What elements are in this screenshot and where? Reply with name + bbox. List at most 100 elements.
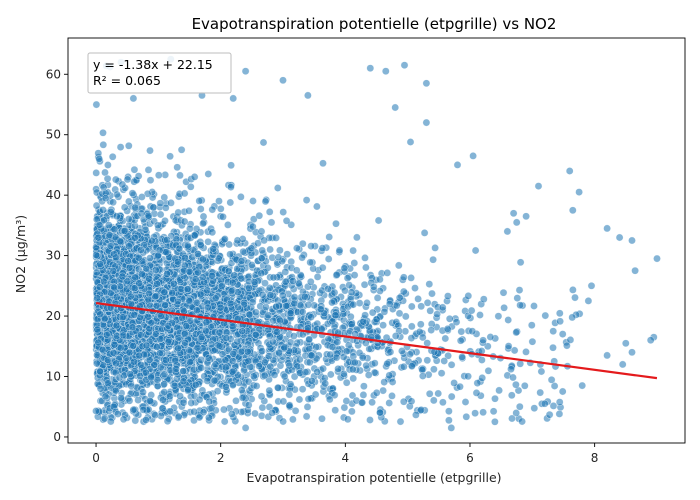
scatter-point [179, 367, 188, 375]
scatter-point [326, 350, 335, 359]
scatter-point [190, 231, 199, 240]
scatter-point [280, 343, 289, 352]
scatter-point [137, 360, 145, 369]
scatter-point [197, 333, 206, 342]
scatter-point [503, 227, 512, 236]
scatter-point [290, 372, 299, 381]
y-tick-label: 30 [46, 249, 61, 263]
scatter-point [298, 239, 307, 248]
scatter-point [131, 416, 140, 425]
scatter-point [250, 278, 259, 286]
scatter-point [312, 343, 320, 351]
scatter-point [161, 216, 169, 225]
scatter-point [95, 221, 104, 229]
scatter-point [109, 198, 117, 207]
scatter-point [618, 360, 627, 369]
scatter-point [129, 342, 138, 350]
scatter-point [363, 299, 371, 307]
scatter-point [112, 212, 121, 221]
scatter-point [285, 361, 294, 370]
scatter-point [332, 270, 341, 279]
scatter-point [193, 306, 201, 315]
scatter-point [213, 387, 222, 395]
scatter-point [291, 406, 300, 415]
scatter-point [208, 228, 217, 237]
scatter-point [197, 363, 206, 372]
scatter-point [257, 227, 266, 236]
scatter-point [197, 356, 205, 364]
scatter-point [205, 397, 214, 406]
scatter-point [418, 372, 427, 380]
scatter-point [210, 376, 219, 385]
scatter-point [558, 387, 567, 396]
scatter-point [154, 251, 162, 260]
y-tick-label: 40 [46, 188, 61, 202]
scatter-point [569, 286, 577, 294]
scatter-point [114, 410, 122, 418]
scatter-point [123, 277, 132, 285]
scatter-point [126, 292, 135, 301]
scatter-point [512, 380, 520, 389]
scatter-point [145, 274, 153, 283]
scatter-point [138, 270, 146, 278]
scatter-point [530, 404, 539, 413]
scatter-point [144, 166, 153, 174]
scatter-point [172, 365, 181, 373]
scatter-point [280, 372, 289, 381]
scatter-point [98, 345, 107, 354]
scatter-point [99, 183, 108, 192]
scatter-point [428, 289, 436, 298]
scatter-point [93, 325, 102, 334]
scatter-point [163, 236, 171, 244]
scatter-point [166, 152, 174, 161]
scatter-point [252, 330, 260, 339]
scatter-point [138, 193, 146, 201]
scatter-point [244, 357, 253, 365]
scatter-point [237, 386, 246, 394]
scatter-point [192, 298, 201, 307]
scatter-point [328, 317, 337, 326]
scatter-point [153, 280, 161, 288]
scatter-point [278, 291, 287, 300]
scatter-point [170, 381, 179, 390]
scatter-point [151, 411, 160, 419]
scatter-point [478, 374, 487, 382]
scatter-point [417, 406, 426, 414]
scatter-point [126, 370, 134, 378]
scatter-point [396, 417, 405, 426]
scatter-point [353, 233, 361, 242]
scatter-point [228, 278, 237, 287]
scatter-point [111, 175, 120, 184]
scatter-point [183, 241, 192, 250]
scatter-point [141, 368, 150, 377]
scatter-point [290, 299, 299, 308]
scatter-point [307, 313, 315, 321]
scatter-point [166, 392, 174, 401]
scatter-point [512, 409, 521, 417]
scatter-point [575, 188, 583, 196]
scatter-point [143, 189, 152, 198]
scatter-point [439, 398, 447, 407]
scatter-point [549, 327, 558, 336]
scatter-point [202, 318, 211, 327]
scatter-point [174, 208, 183, 217]
scatter-point [160, 193, 169, 202]
scatter-point [504, 316, 513, 324]
scatter-point [422, 79, 431, 88]
scatter-point [362, 263, 370, 272]
scatter-point [307, 351, 316, 360]
scatter-point [96, 310, 105, 319]
scatter-point [258, 290, 267, 299]
scatter-point [528, 337, 537, 346]
scatter-point [416, 320, 425, 329]
scatter-point [109, 267, 118, 275]
scatter-point [151, 292, 160, 301]
scatter-point [355, 299, 364, 307]
scatter-point [265, 208, 274, 216]
scatter-point [207, 271, 216, 280]
scatter-point [257, 392, 266, 401]
scatter-point [515, 402, 524, 411]
scatter-point [392, 301, 401, 310]
scatter-point [408, 362, 416, 371]
